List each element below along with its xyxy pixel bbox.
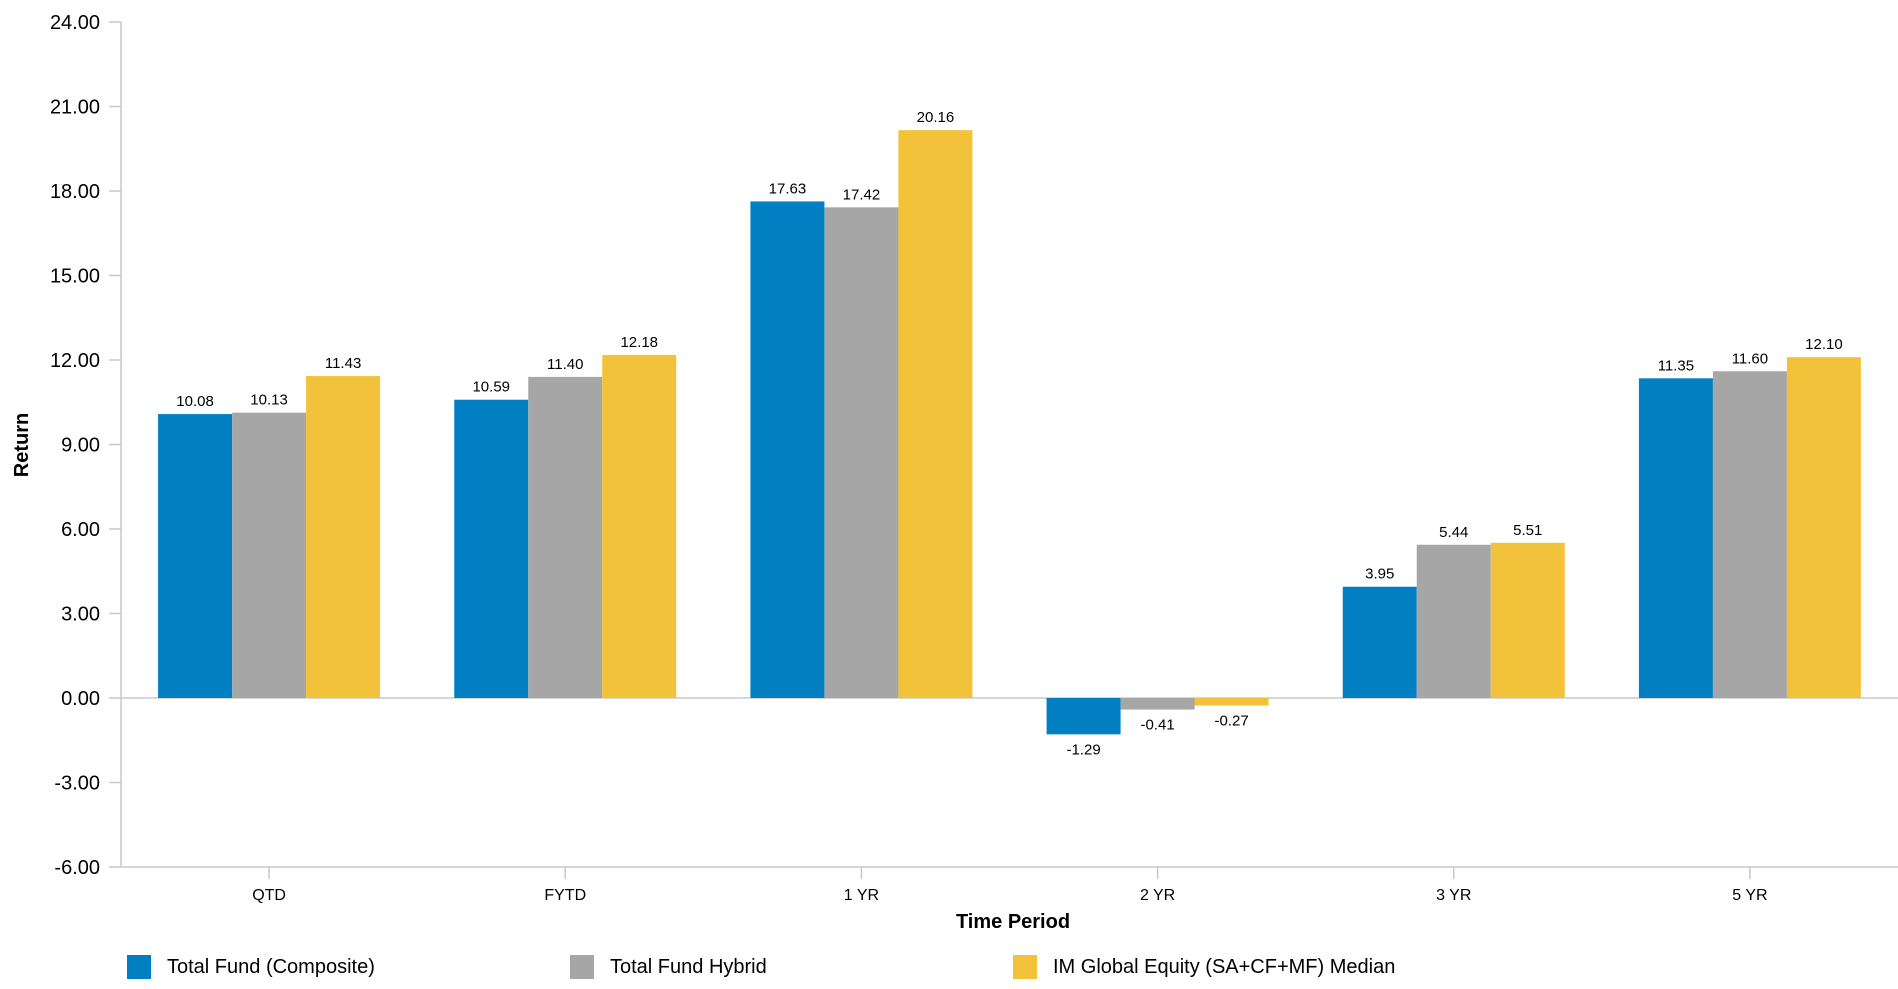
legend-swatch-total-fund-composite	[127, 955, 151, 979]
bar-chart: 24.00 21.00 18.00 15.00 12.00 9.00 6.00 3.00 0.0…	[11, 12, 1898, 933]
axes: 24.00 21.00 18.00 15.00 12.00 9.00 6.00 3.00 0.0…	[50, 12, 1898, 904]
data-label: -1.29	[1066, 741, 1100, 758]
data-label: 12.18	[620, 334, 658, 351]
data-label: 11.43	[325, 355, 361, 372]
legend-label: IM Global Equity (SA+CF+MF) Median	[1053, 955, 1396, 978]
y-axis-title: Return	[11, 413, 33, 477]
bar	[1342, 586, 1417, 698]
bar	[1120, 698, 1195, 710]
x-tick-label: 2 YR	[1140, 887, 1175, 904]
y-tick-label: 15.00	[50, 266, 100, 288]
y-tick-label: 12.00	[50, 350, 100, 372]
data-label: 20.16	[917, 109, 955, 126]
legend-label: Total Fund (Composite)	[167, 955, 375, 978]
data-label: 10.59	[472, 379, 510, 396]
bar	[454, 399, 529, 698]
bar	[1490, 542, 1565, 698]
data-label: -0.41	[1140, 717, 1174, 734]
bar	[1194, 698, 1269, 706]
y-tick-label: -6.00	[54, 857, 100, 879]
x-axis-title: Time Period	[956, 911, 1070, 933]
bar	[750, 201, 825, 698]
bar	[528, 376, 603, 698]
data-label: 17.42	[843, 186, 881, 203]
data-label: 5.44	[1439, 524, 1468, 541]
legend-item-total-fund-composite: Total Fund (Composite)	[127, 952, 375, 982]
data-labels: 10.08 10.13 11.43 10.59 11.40 12.18 17.63 17.42…	[176, 109, 1842, 758]
bar	[232, 412, 307, 698]
legend-swatch-im-global-equity-median	[1013, 955, 1037, 979]
y-tick-label: -3.00	[54, 773, 100, 795]
bar	[1046, 698, 1121, 735]
bar	[602, 354, 677, 698]
bar	[1786, 357, 1861, 698]
data-label: 5.51	[1513, 522, 1542, 539]
data-label: 11.35	[1658, 357, 1694, 374]
data-label: 11.60	[1732, 350, 1768, 367]
bar	[1416, 544, 1491, 698]
data-label: 17.63	[769, 180, 807, 197]
legend-label: Total Fund Hybrid	[610, 955, 767, 978]
bar	[898, 130, 973, 698]
legend-swatch-total-fund-hybrid	[570, 955, 594, 979]
x-tick-label: 1 YR	[844, 887, 879, 904]
y-tick-label: 6.00	[61, 519, 100, 541]
x-tick-label: 3 YR	[1436, 887, 1471, 904]
bar	[1712, 371, 1787, 698]
data-label: 10.13	[250, 392, 288, 409]
legend-item-im-global-equity-median: IM Global Equity (SA+CF+MF) Median	[1013, 952, 1395, 982]
data-label: 11.40	[547, 356, 583, 373]
legend-item-total-fund-hybrid: Total Fund Hybrid	[570, 952, 767, 982]
x-tick-label: 5 YR	[1732, 887, 1767, 904]
bar	[306, 376, 381, 698]
data-label: 10.08	[176, 393, 214, 410]
bar	[824, 207, 899, 698]
y-tick-label: 3.00	[61, 604, 100, 626]
y-tick-label: 0.00	[61, 688, 100, 710]
data-label: 3.95	[1365, 566, 1394, 583]
legend: Total Fund (Composite) Total Fund Hybrid…	[0, 952, 1898, 982]
y-tick-label: 9.00	[61, 435, 100, 457]
y-tick-label: 21.00	[50, 97, 100, 119]
data-label: 12.10	[1805, 336, 1843, 353]
bar	[158, 414, 233, 698]
data-label: -0.27	[1214, 713, 1248, 730]
bars	[158, 130, 1861, 735]
x-tick-label: QTD	[252, 887, 286, 904]
y-tick-label: 18.00	[50, 181, 100, 203]
x-tick-label: FYTD	[544, 887, 586, 904]
bar	[1638, 378, 1713, 698]
y-tick-label: 24.00	[50, 12, 100, 34]
